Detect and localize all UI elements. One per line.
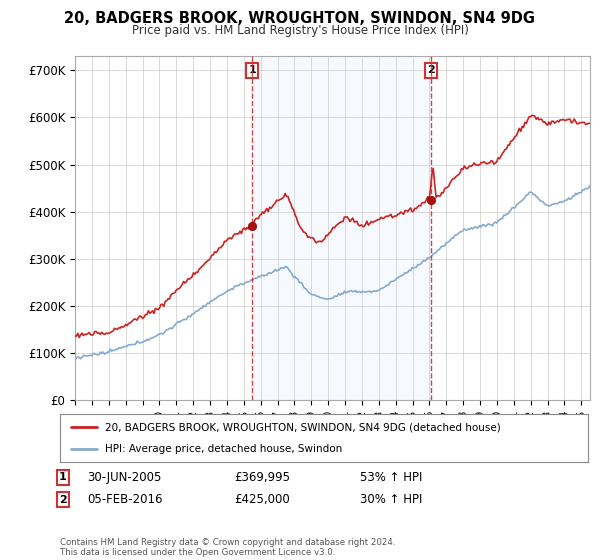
- Text: Contains HM Land Registry data © Crown copyright and database right 2024.
This d: Contains HM Land Registry data © Crown c…: [60, 538, 395, 557]
- Text: 53% ↑ HPI: 53% ↑ HPI: [360, 470, 422, 484]
- Text: HPI: Average price, detached house, Swindon: HPI: Average price, detached house, Swin…: [105, 444, 342, 454]
- Text: 05-FEB-2016: 05-FEB-2016: [87, 493, 163, 506]
- Text: 20, BADGERS BROOK, WROUGHTON, SWINDON, SN4 9DG: 20, BADGERS BROOK, WROUGHTON, SWINDON, S…: [65, 11, 536, 26]
- Text: £369,995: £369,995: [234, 470, 290, 484]
- Text: 20, BADGERS BROOK, WROUGHTON, SWINDON, SN4 9DG (detached house): 20, BADGERS BROOK, WROUGHTON, SWINDON, S…: [105, 422, 500, 432]
- Text: Price paid vs. HM Land Registry's House Price Index (HPI): Price paid vs. HM Land Registry's House …: [131, 24, 469, 37]
- Text: 2: 2: [59, 494, 67, 505]
- Bar: [252, 56, 431, 400]
- Text: 30% ↑ HPI: 30% ↑ HPI: [360, 493, 422, 506]
- Text: 1: 1: [248, 66, 256, 76]
- Text: 30-JUN-2005: 30-JUN-2005: [87, 470, 161, 484]
- Text: £425,000: £425,000: [234, 493, 290, 506]
- Text: 2: 2: [427, 66, 435, 76]
- Text: 1: 1: [59, 472, 67, 482]
